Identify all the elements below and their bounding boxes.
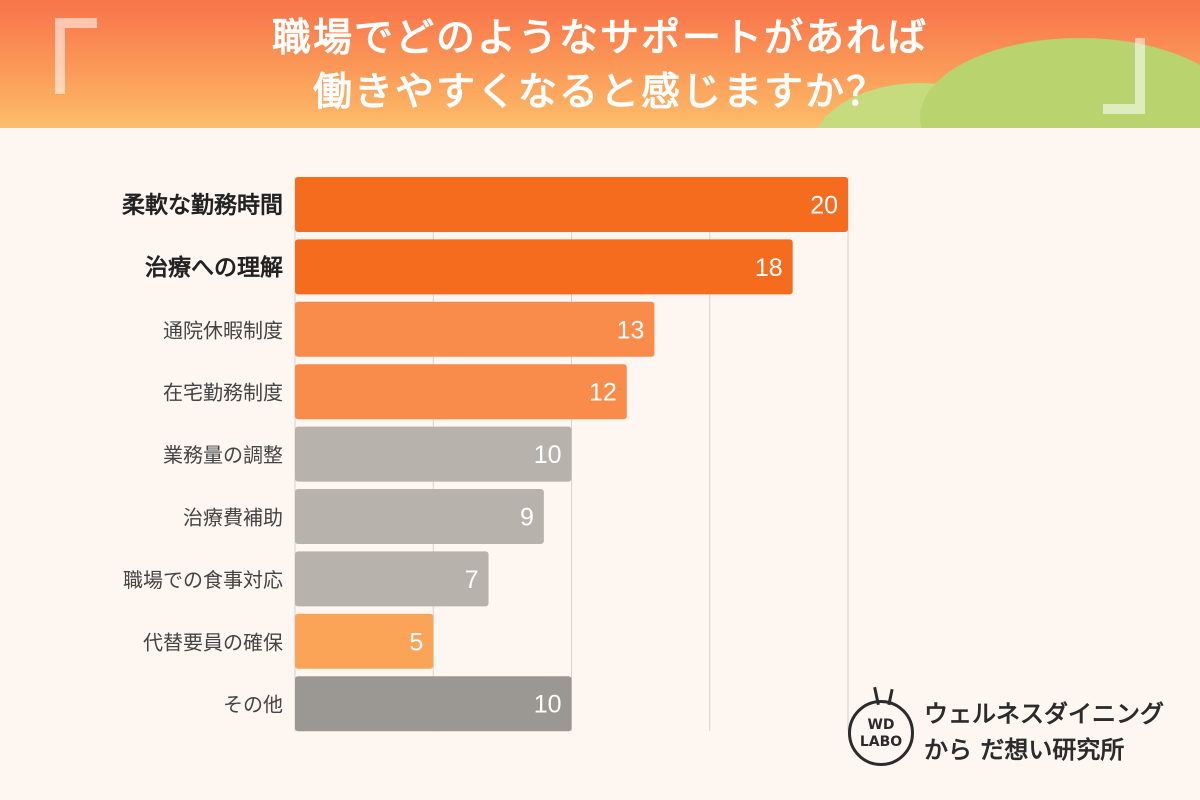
data-label: 9 (520, 504, 534, 532)
category-label: 在宅勤務制度 (163, 381, 283, 405)
category-label: 職場での食事対応 (123, 568, 283, 592)
bar (295, 426, 572, 482)
category-label: 柔軟な勤務時間 (122, 192, 283, 219)
brand-name-line-1: ウェルネスダイニング (924, 700, 1164, 728)
data-label: 10 (534, 441, 562, 469)
brand-name-line-2: から だ想い研究所 (924, 736, 1125, 764)
category-label: 治療費補助 (183, 506, 283, 530)
category-label: 業務量の調整 (163, 443, 283, 467)
bar (295, 676, 572, 732)
bar (295, 239, 793, 295)
category-label: 代替要員の確保 (143, 630, 283, 654)
data-label: 5 (409, 628, 423, 656)
category-label: 通院休暇制度 (163, 318, 283, 342)
bar (295, 301, 655, 357)
open-bracket-decoration (55, 18, 97, 94)
brand-name: ウェルネスダイニング から だ想い研究所 (924, 696, 1164, 768)
data-label: 12 (589, 379, 617, 407)
close-bracket-decoration (1103, 38, 1145, 114)
logo-text-line-2: LABO (859, 734, 903, 750)
logo-text-line-1: WD (867, 717, 895, 733)
chart-title: 職場でどのようなサポートがあれば 働きやすくなると感じますか？ (0, 12, 1200, 120)
title-line-1: 職場でどのようなサポートがあれば (271, 16, 928, 61)
data-label: 20 (810, 192, 838, 220)
bar (295, 364, 627, 420)
bar (295, 551, 489, 607)
bar (295, 489, 544, 544)
header-banner: 職場でどのようなサポートがあれば 働きやすくなると感じますか？ (0, 0, 1200, 128)
data-label: 7 (465, 566, 479, 594)
wd-labo-logo: WD LABO (848, 686, 914, 766)
bar (295, 613, 434, 669)
category-label: その他 (223, 693, 283, 717)
data-label: 18 (755, 254, 783, 282)
data-label: 13 (617, 316, 645, 344)
brand-block: WD LABO ウェルネスダイニング から だ想い研究所 (848, 686, 1178, 776)
bar (295, 177, 848, 232)
data-label: 10 (534, 691, 562, 719)
title-line-2: 働きやすくなると感じますか？ (312, 70, 887, 115)
category-label: 治療への理解 (145, 254, 283, 281)
